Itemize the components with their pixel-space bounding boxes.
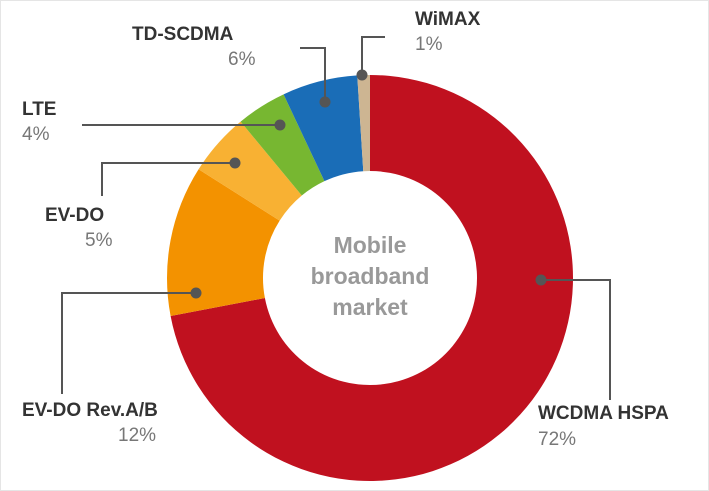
segment-name: EV-DO [45,205,104,226]
leader-line [361,36,385,75]
segment-value-label: 12% [118,425,156,446]
center-label: Mobile broadband market [310,232,430,320]
donut-segment [198,121,302,221]
donut-segment [357,75,370,172]
donut-segment [283,75,364,182]
leader-dot [319,96,331,108]
leader-dot [190,287,202,299]
leader-dot [274,119,286,131]
segment-name: TD-SCDMA [132,24,234,45]
segment-name: LTE [22,99,56,120]
leader-line [541,279,611,400]
leader-line [61,292,196,394]
segment-value-label: 72% [538,429,576,450]
segment-name: EV-DO Rev.A/B [22,400,158,421]
donut-segment [170,75,574,481]
donut-segment [166,169,280,317]
segment-value-label: 4% [22,124,50,145]
segment-name: WCDMA HSPA [538,403,669,424]
leader-dot [356,69,368,81]
leader-line [101,162,235,196]
leader-dot [535,274,547,286]
segment-value-label: 5% [85,230,113,251]
donut-segment [240,94,325,196]
leader-dot [229,157,241,169]
segment-value-label: 6% [228,49,256,70]
leader-line [300,47,326,102]
segment-name: WiMAX [415,9,481,30]
segment-value-label: 1% [415,34,443,55]
